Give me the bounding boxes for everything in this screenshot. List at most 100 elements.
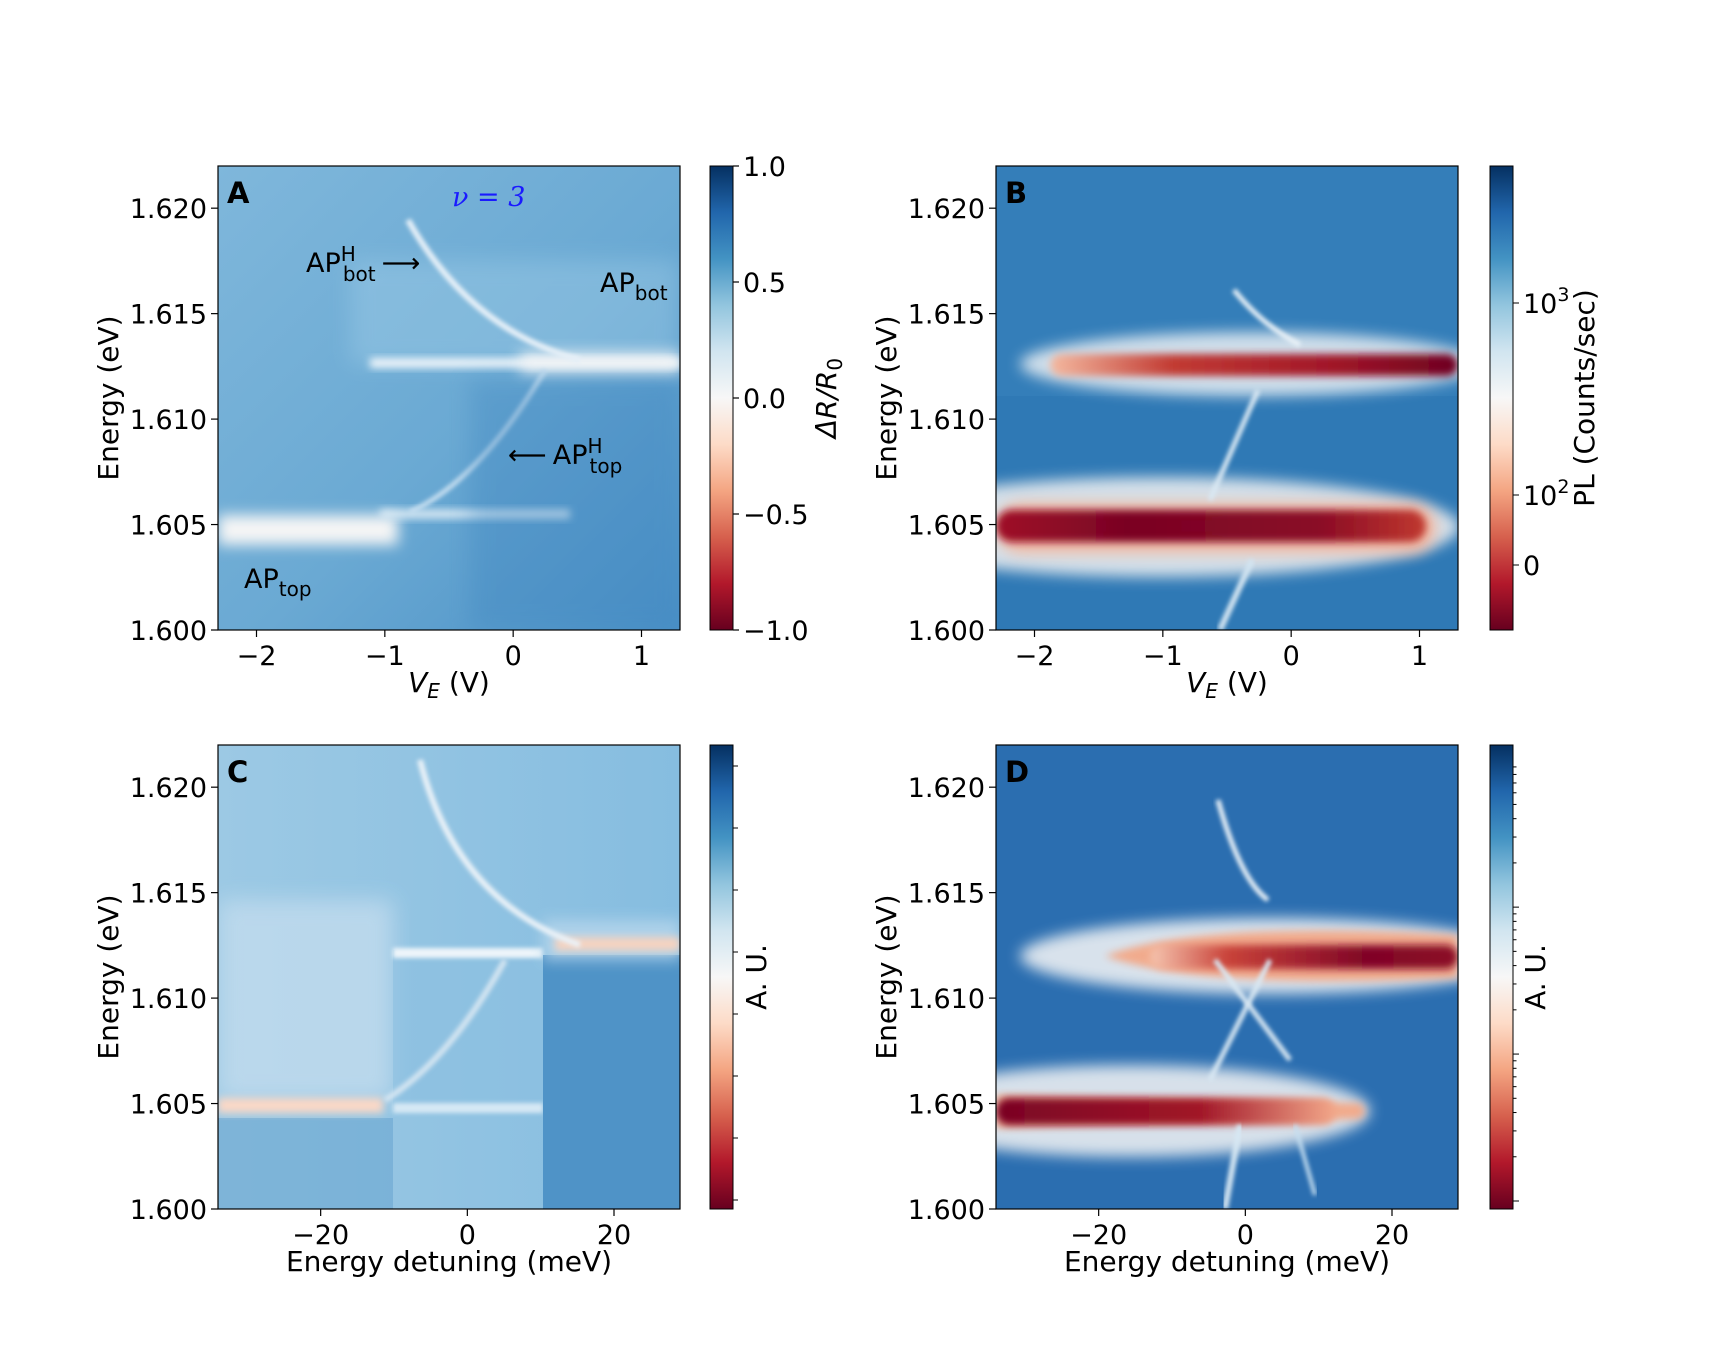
panel-b-colorbar-label: PL (Counts/sec) [1568,289,1601,507]
x-tick-label: −20 [292,1220,349,1251]
x-tick-label: −2 [1015,641,1055,672]
panel-a-xlabel: VE (V) [408,666,490,703]
panel-d-colorbar [1489,744,1514,1210]
model-pl-lower-band [996,1098,1336,1125]
pl-crossing-line-middle [1207,389,1261,501]
panel-a-ylabel: Energy (eV) [92,315,125,480]
x-tick-label: 20 [1375,1220,1409,1251]
panel-d-letter: D [1005,755,1029,789]
y-tick-label: 1.615 [130,300,207,331]
x-tick-label: −2 [237,641,277,672]
x-tick-label: 0 [459,1220,476,1251]
model-middle-upper-line [393,948,543,958]
ap-top-line [218,515,398,545]
y-tick-label: 1.600 [130,1195,207,1226]
x-tick-label: 1 [1411,641,1428,672]
pl-upper-band [1050,354,1458,376]
model-right-line [555,937,680,951]
y-tick-label: 1.620 [130,194,207,225]
y-tick-label: 1.600 [908,616,985,647]
panel-b-heatmap [996,166,1458,630]
x-tick-label: 1 [633,641,650,672]
x-tick-label: 0 [505,641,522,672]
y-tick-label: 1.610 [908,405,985,436]
panel-b-cbar-tick-0: 0 [1523,551,1540,582]
panel-a-letter: A [227,176,250,210]
model-pl-crossing-upper [1215,799,1270,903]
y-tick-label: 1.610 [130,984,207,1015]
cbar-tick-label: −1.0 [743,616,809,647]
panel-a-colorbar-label: ΔR/R0 [810,358,847,440]
y-tick-label: 1.620 [130,773,207,804]
ap-bot-hybrid-label: APH bot ⟶ [306,242,420,286]
pl-crossing-line-upper [1232,288,1302,348]
model-pl-crossing-a [1213,958,1292,1062]
model-pl-crossing-d [1293,1124,1317,1196]
x-tick-label: −1 [365,641,405,672]
cbar-tick-label: 0.5 [743,268,786,299]
panel-b-y-ticks: 1.600 1.605 1.610 1.615 1.620 [908,194,996,647]
y-tick-label: 1.610 [130,405,207,436]
panel-c-colorbar [709,744,734,1210]
panel-b-x-ticks: −2 −1 0 1 [1015,630,1428,672]
panel-d-colorbar-ticks [1513,766,1519,1202]
panel-a-nu-label: ν = 3 [452,182,525,213]
panel-b-letter: B [1005,176,1027,210]
model-pl-crossing-b [1207,958,1273,1082]
y-tick-label: 1.620 [908,194,985,225]
panel-a-x-ticks: −2 −1 0 1 [237,630,650,672]
panel-a-y-ticks: 1.600 1.605 1.610 1.615 1.620 [130,194,218,647]
y-tick-label: 1.615 [908,879,985,910]
panel-b-xlabel: VE (V) [1186,666,1268,703]
panel-a: −2 −1 0 1 1.600 1.605 1.610 1.615 1.620 A ν = 3… [92,152,847,703]
panel-d-ylabel: Energy (eV) [870,894,903,1059]
panel-c-ylabel: Energy (eV) [92,894,125,1059]
cbar-tick-label: 1.0 [743,152,786,183]
cbar-tick-label: 0.0 [743,384,786,415]
y-tick-label: 1.605 [908,511,985,542]
panel-c: −20 0 20 1.600 1.605 1.610 1.615 1.620 C Energ… [92,744,773,1278]
cbar-tick-label: −0.5 [743,500,809,531]
y-tick-label: 1.615 [130,879,207,910]
panel-b-cbar-tick-2: 103 [1523,284,1569,320]
x-tick-label: −20 [1070,1220,1127,1251]
pl-crossing-line-lower [1217,558,1255,630]
x-tick-label: −1 [1143,641,1183,672]
ap-top-hybrid-label: ⟵ APH top [508,434,622,478]
panel-b: −2 −1 0 1 1.600 1.605 1.610 1.615 1.620 B VE (V… [870,165,1601,703]
panel-c-colorbar-ticks [733,765,738,1201]
y-tick-label: 1.600 [908,1195,985,1226]
x-tick-label: 0 [1237,1220,1254,1251]
panel-c-heatmap [218,745,680,1209]
y-tick-label: 1.605 [130,511,207,542]
x-tick-label: 0 [1283,641,1300,672]
panel-d-x-ticks: −20 0 20 [1070,1209,1409,1251]
ap-bot-label: APbot [600,268,668,305]
model-upper-curve [417,759,582,948]
panel-b-colorbar [1489,165,1514,631]
model-left-line [218,1098,383,1113]
panel-b-colorbar-ticks: 0 102 103 [1513,284,1569,582]
model-pl-upper-band [1150,945,1458,969]
y-tick-label: 1.600 [130,616,207,647]
model-middle-lower-line [393,1103,543,1113]
x-tick-label: 20 [597,1220,631,1251]
y-tick-label: 1.605 [908,1090,985,1121]
panel-c-colorbar-label: A. U. [740,944,773,1010]
panel-d-colorbar-label: A. U. [1519,944,1552,1010]
y-tick-label: 1.605 [130,1090,207,1121]
y-tick-label: 1.620 [908,773,985,804]
panel-c-xlabel: Energy detuning (meV) [286,1245,612,1278]
panel-d-xlabel: Energy detuning (meV) [1064,1245,1390,1278]
ap-top-label: APtop [244,564,312,601]
panel-b-ylabel: Energy (eV) [870,315,903,480]
y-tick-label: 1.610 [908,984,985,1015]
ap-bot-hybrid-curve [405,218,581,363]
panel-a-colorbar [709,165,734,631]
model-lower-curve [383,958,508,1103]
panel-c-x-ticks: −20 0 20 [292,1209,631,1251]
model-pl-crossing-c [1222,1124,1243,1209]
panel-a-colorbar-ticks: −1.0 −0.5 0.0 0.5 1.0 [733,152,809,647]
panel-b-cbar-tick-1: 102 [1523,476,1569,512]
